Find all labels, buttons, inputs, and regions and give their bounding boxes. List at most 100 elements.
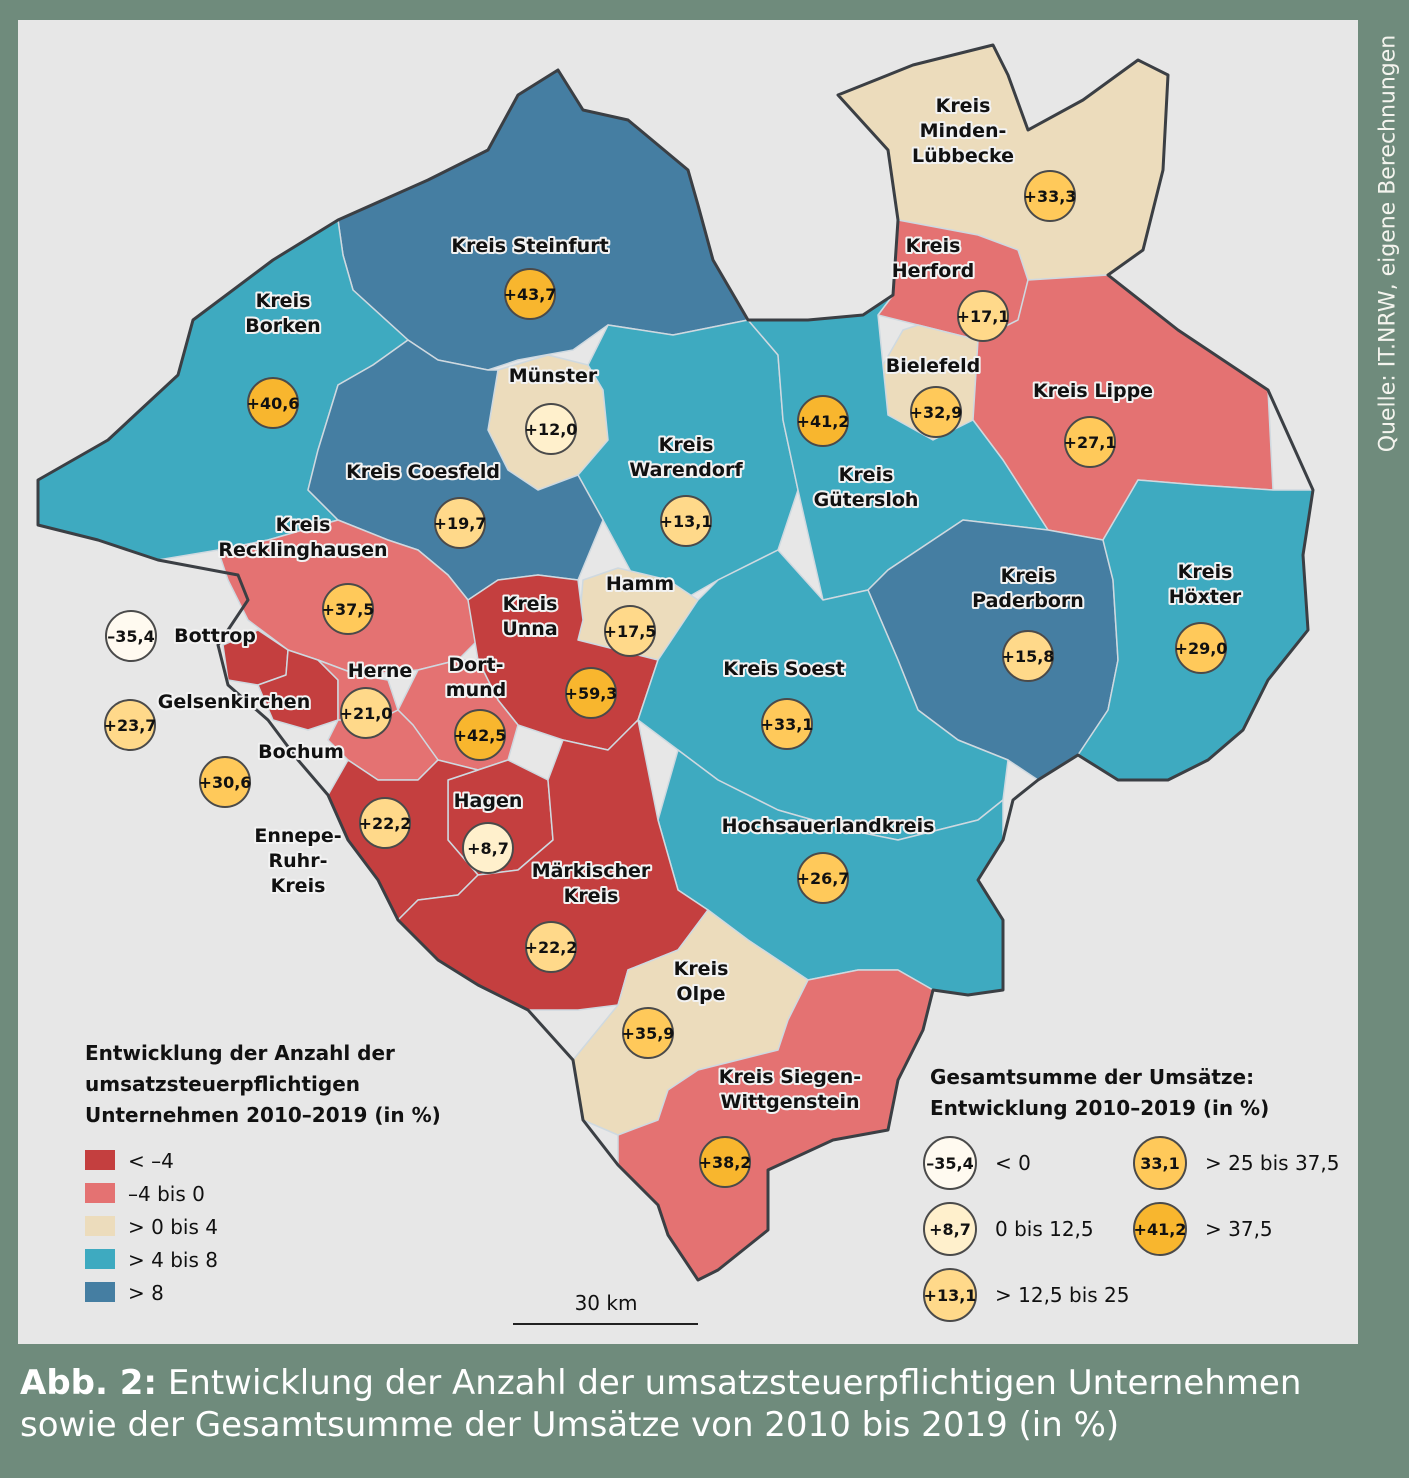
- legend-fill-label-4: > 4 bis 8: [128, 1248, 218, 1272]
- region-label-kreis-minden-luebbecke-3: Lübbecke: [912, 145, 1014, 167]
- revenue-value-kreis-soest: +33,1: [761, 715, 814, 734]
- caption-line-1: Abb. 2: Entwicklung der Anzahl der umsat…: [20, 1362, 1390, 1404]
- revenue-circle-bottrop: [105, 610, 157, 662]
- caption-line-2: sowie der Gesamtsumme der Umsätze von 20…: [20, 1405, 1120, 1445]
- figure-caption: Abb. 2: Entwicklung der Anzahl der umsat…: [20, 1362, 1390, 1446]
- legend-circle-3: [923, 1268, 977, 1322]
- region-label-kreis-minden-luebbecke-2: Minden-: [920, 120, 1007, 142]
- revenue-circle-hamm: [604, 605, 656, 657]
- revenue-circle-kreis-herford: [957, 290, 1009, 342]
- revenue-value-hamm: +17,5: [604, 622, 657, 641]
- legend-circle-1: [923, 1136, 977, 1190]
- revenue-circle-herne: [340, 687, 392, 739]
- revenue-value-kreis-steinfurt: +43,7: [504, 285, 557, 304]
- region-label-maerkischer-kreis-1: Märkischer: [532, 860, 651, 882]
- revenue-circle-kreis-borken: [247, 377, 299, 429]
- region-label-kreis-recklinghausen-2: Recklinghausen: [218, 539, 387, 561]
- revenue-circle-kreis-minden-luebbecke: [1024, 170, 1076, 222]
- region-label-bottrop: Bottrop: [174, 625, 256, 647]
- region-label-kreis-lippe: Kreis Lippe: [1033, 380, 1153, 402]
- region-label-herne: Herne: [348, 660, 413, 682]
- revenue-circle-bochum: [199, 756, 251, 808]
- revenue-value-gelsenkirchen: +23,7: [104, 716, 157, 735]
- region-label-bielefeld: Bielefeld: [886, 355, 981, 377]
- legend-circle-example-3: +13,1: [924, 1286, 977, 1305]
- region-label-kreis-warendorf-2: Warendorf: [629, 459, 743, 481]
- legend-circle-label-1: < 0: [995, 1151, 1031, 1175]
- revenue-value-bielefeld: +32,9: [910, 403, 963, 422]
- legend-fill-title-3: Unternehmen 2010–2019 (in %): [85, 1103, 441, 1127]
- region-label-gelsenkirchen: Gelsenkirchen: [158, 691, 310, 713]
- region-label-hamm: Hamm: [606, 573, 674, 595]
- revenue-value-ennepe-ruhr-kreis: +22,2: [359, 814, 412, 833]
- revenue-circle-kreis-guetersloh: [797, 395, 849, 447]
- revenue-circle-hochsauerlandkreis: [797, 852, 849, 904]
- revenue-value-hagen: +8,7: [467, 839, 509, 858]
- revenue-circle-gelsenkirchen: [104, 699, 156, 751]
- region-label-ennepe-ruhr-kreis-1: Ennepe-: [254, 825, 341, 847]
- legend-circle-5: [1133, 1202, 1187, 1256]
- revenue-circle-kreis-recklinghausen: [322, 583, 374, 635]
- legend-circle-example-1: –35,4: [926, 1154, 973, 1173]
- legend-fill-swatch-5: [85, 1282, 115, 1302]
- revenue-value-kreis-borken: +40,6: [247, 394, 300, 413]
- legend-circles-title-2: Entwicklung 2010–2019 (in %): [930, 1096, 1269, 1120]
- region-label-kreis-paderborn-2: Paderborn: [972, 590, 1084, 612]
- revenue-value-herne: +21,0: [340, 704, 393, 723]
- revenue-value-kreis-unna: +59,3: [565, 684, 618, 703]
- revenue-value-dortmund: +42,5: [454, 726, 507, 745]
- region-label-ennepe-ruhr-kreis-3: Kreis: [271, 875, 326, 897]
- revenue-value-kreis-paderborn: +15,8: [1002, 647, 1055, 666]
- legend-circle-example-2: +8,7: [929, 1220, 971, 1239]
- revenue-value-kreis-guetersloh: +41,2: [797, 412, 850, 431]
- legend-circle-4: [1133, 1136, 1187, 1190]
- region-label-kreis-olpe-2: Olpe: [676, 983, 725, 1005]
- region-label-hochsauerlandkreis: Hochsauerlandkreis: [722, 815, 935, 837]
- region-label-dortmund-2: mund: [446, 679, 506, 701]
- legend-circle-example-5: +41,2: [1134, 1220, 1187, 1239]
- region-label-kreis-soest: Kreis Soest: [723, 658, 844, 680]
- region-label-kreis-herford-2: Herford: [892, 260, 974, 282]
- legend-fill-label-2: –4 bis 0: [128, 1182, 205, 1206]
- legend-circles-title-1: Gesamtsumme der Umsätze:: [930, 1065, 1254, 1089]
- legend-fill-label-5: > 8: [128, 1281, 164, 1305]
- region-label-kreis-recklinghausen-1: Kreis: [276, 514, 331, 536]
- legend-fill-swatch-2: [85, 1183, 115, 1203]
- legend-fill-items: < –4 –4 bis 0 > 0 bis 4 > 4 bis 8 > 8: [85, 1149, 218, 1305]
- region-label-kreis-herford-1: Kreis: [906, 235, 961, 257]
- region-label-kreis-guetersloh-1: Kreis: [839, 464, 894, 486]
- revenue-circle-kreis-steinfurt: [504, 268, 556, 320]
- revenue-circle-kreis-paderborn: [1002, 630, 1054, 682]
- legend-circle-label-4: > 25 bis 37,5: [1205, 1151, 1339, 1175]
- revenue-value-bottrop: –35,4: [107, 627, 154, 646]
- nrw-map: Kreis Minden- Lübbecke Kreis Herford Bielefel…: [36, 43, 1339, 1325]
- revenue-circle-kreis-lippe: [1064, 416, 1116, 468]
- legend-circle-label-2: 0 bis 12,5: [995, 1217, 1094, 1241]
- revenue-value-kreis-hoexter: +29,0: [1175, 639, 1228, 658]
- revenue-circle-kreis-hoexter: [1175, 622, 1227, 674]
- scale-bar: 30 km: [513, 1291, 698, 1325]
- revenue-circle-muenster: [525, 403, 577, 455]
- region-label-hagen: Hagen: [454, 790, 523, 812]
- revenue-value-kreis-warendorf: +13,1: [660, 512, 713, 531]
- revenue-value-bochum: +30,6: [199, 773, 252, 792]
- legend-circles: Gesamtsumme der Umsätze: Entwicklung 201…: [923, 1065, 1339, 1322]
- circles-layer: +33,3 +17,1 +32,9 +27,1 +43,7 +40,6 +12,0 +13,1…: [104, 170, 1228, 1188]
- revenue-value-hochsauerlandkreis: +26,7: [797, 869, 850, 888]
- revenue-value-maerkischer-kreis: +22,2: [525, 938, 578, 957]
- map-panel: Kreis Minden- Lübbecke Kreis Herford Bielefel…: [18, 20, 1358, 1344]
- region-label-kreis-hoexter-2: Höxter: [1169, 586, 1242, 608]
- revenue-circle-hagen: [462, 822, 514, 874]
- region-label-bochum: Bochum: [258, 741, 344, 763]
- region-label-kreis-unna-2: Unna: [502, 618, 557, 640]
- labels-layer: Kreis Minden- Lübbecke Kreis Herford Bielefel…: [156, 93, 1244, 1115]
- legend-fill-swatch-1: [85, 1150, 115, 1170]
- region-label-kreis-unna-1: Kreis: [503, 593, 558, 615]
- revenue-circle-kreis-olpe: [622, 1007, 674, 1059]
- region-label-muenster: Münster: [509, 365, 598, 387]
- region-label-dortmund-1: Dort-: [448, 654, 503, 676]
- region-label-kreis-siegen-wittgenstein-1: Kreis Siegen-: [719, 1066, 861, 1088]
- legend-fill-swatch-3: [85, 1216, 115, 1236]
- region-label-kreis-borken-2: Borken: [245, 315, 320, 337]
- region-label-kreis-hoexter-1: Kreis: [1178, 561, 1233, 583]
